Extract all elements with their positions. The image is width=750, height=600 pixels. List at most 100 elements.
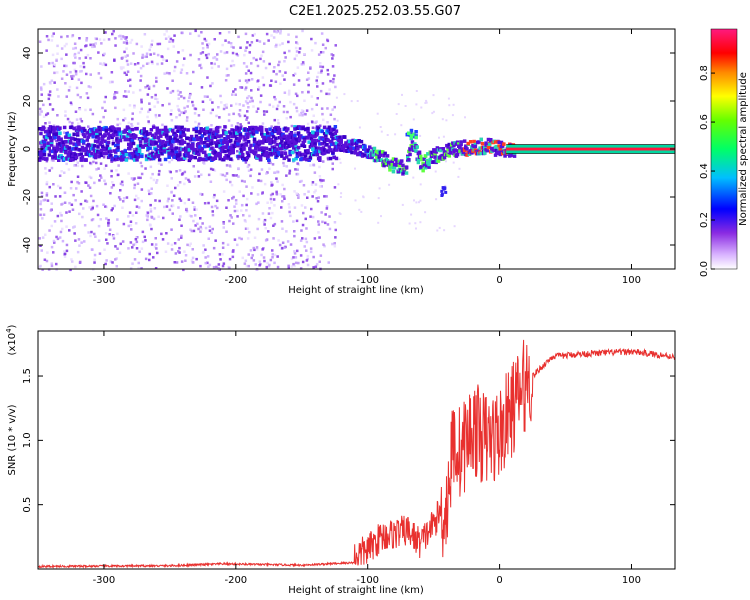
noise-point <box>265 265 268 269</box>
noise-point <box>431 112 434 115</box>
noise-point <box>82 65 86 69</box>
noise-point <box>254 263 257 266</box>
trace-point <box>416 160 421 165</box>
noise-point <box>301 237 304 240</box>
noise-point <box>104 63 108 67</box>
trace-point <box>53 152 57 157</box>
trace-point <box>104 151 108 156</box>
trace-point <box>255 130 259 134</box>
x-tick-label: -100 <box>356 575 379 586</box>
noise-point <box>112 235 115 238</box>
trace-point <box>128 147 132 151</box>
noise-point <box>247 69 250 72</box>
noise-point <box>339 213 342 215</box>
noise-point <box>200 173 203 176</box>
noise-point <box>137 70 140 73</box>
trace-point <box>144 157 149 162</box>
noise-point <box>239 123 242 126</box>
noise-point <box>310 49 314 52</box>
noise-point <box>74 150 77 154</box>
trace-point <box>160 152 164 156</box>
noise-point <box>176 142 180 146</box>
trace-point <box>260 132 264 136</box>
noise-point <box>317 196 320 199</box>
noise-point <box>55 262 58 266</box>
trace-point <box>191 146 195 150</box>
trace-point <box>216 125 220 130</box>
noise-point <box>107 224 110 227</box>
noise-point <box>104 262 107 266</box>
noise-point <box>209 98 212 101</box>
noise-point <box>275 193 279 196</box>
noise-point <box>184 177 188 180</box>
noise-point <box>74 46 77 50</box>
noise-point <box>275 107 279 111</box>
noise-point <box>318 260 321 263</box>
noise-point <box>435 198 438 201</box>
noise-point <box>272 70 275 73</box>
trace-point <box>302 157 307 161</box>
noise-point <box>104 232 108 235</box>
noise-point <box>170 248 174 251</box>
noise-point <box>97 239 101 242</box>
trace-point <box>462 139 467 143</box>
noise-point <box>52 32 55 35</box>
noise-point <box>311 195 314 198</box>
noise-point <box>92 268 95 271</box>
noise-point <box>244 49 247 52</box>
noise-point <box>83 240 86 243</box>
noise-point <box>294 168 297 171</box>
trace-point <box>410 140 415 144</box>
trace-point <box>286 127 290 131</box>
noise-point <box>295 50 299 53</box>
noise-point <box>64 114 67 117</box>
noise-point <box>234 88 237 91</box>
trace-point <box>330 134 334 139</box>
noise-point <box>287 40 290 44</box>
noise-point <box>133 186 136 190</box>
noise-point <box>266 261 269 265</box>
noise-point <box>65 64 68 68</box>
trace-point <box>114 154 118 159</box>
trace-point <box>236 142 240 146</box>
trace-point <box>170 149 175 153</box>
noise-point <box>169 113 173 116</box>
trace-point <box>498 147 502 151</box>
trace-point <box>66 135 70 139</box>
noise-point <box>56 88 59 91</box>
noise-point <box>95 37 98 41</box>
noise-point <box>263 42 266 45</box>
trace-point <box>45 135 49 139</box>
noise-point <box>320 69 323 72</box>
noise-point <box>114 245 117 248</box>
trace-point <box>334 129 339 133</box>
noise-point <box>279 82 282 85</box>
noise-point <box>327 261 330 264</box>
noise-point <box>63 252 67 256</box>
noise-point <box>154 115 158 119</box>
noise-point <box>95 204 99 208</box>
noise-point <box>46 199 50 202</box>
noise-point <box>237 113 241 116</box>
noise-point <box>73 68 77 72</box>
noise-point <box>234 199 238 202</box>
trace-point <box>432 160 436 164</box>
noise-point <box>73 225 76 228</box>
noise-point <box>193 175 197 178</box>
colorbar-frame <box>710 28 738 270</box>
noise-point <box>287 264 290 268</box>
trace-point <box>167 155 171 159</box>
trace-point <box>218 157 222 161</box>
noise-point <box>62 70 65 73</box>
trace-point <box>45 157 49 161</box>
noise-point <box>267 230 270 233</box>
trace-point <box>480 142 485 146</box>
noise-point <box>38 107 42 111</box>
trace-point <box>226 135 231 139</box>
trace-point <box>273 146 277 151</box>
noise-point <box>311 181 315 184</box>
noise-point <box>145 214 148 217</box>
noise-point <box>63 255 67 258</box>
noise-point <box>293 264 296 268</box>
noise-point <box>90 208 93 211</box>
